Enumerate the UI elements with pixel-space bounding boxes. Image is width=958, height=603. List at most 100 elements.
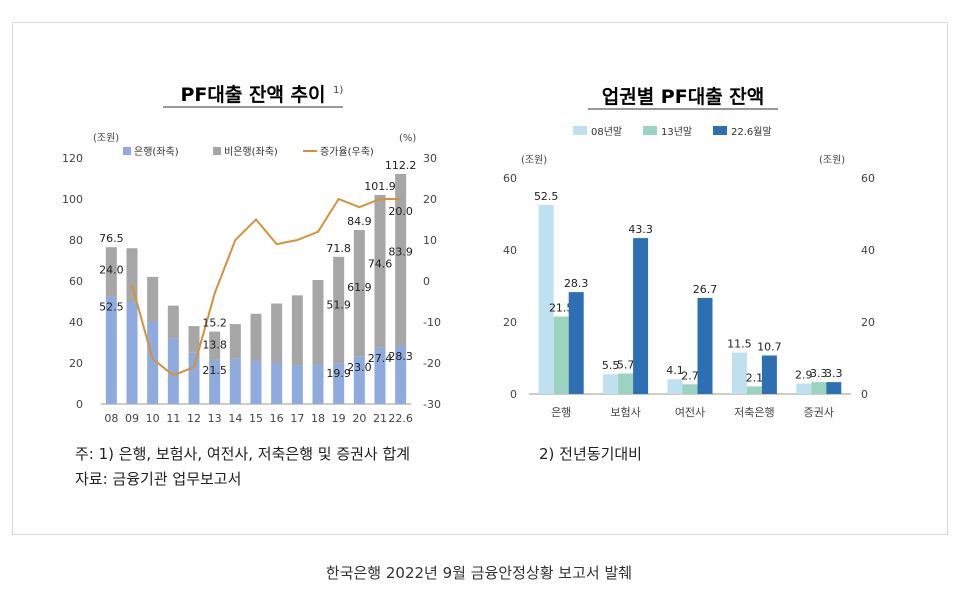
chart1-bar-bank — [250, 360, 262, 404]
chart2-bar — [618, 373, 634, 394]
chart1-bar-bank — [291, 365, 303, 404]
chart2-bar — [553, 316, 569, 394]
chart2-bar — [746, 386, 762, 394]
chart1-data-label: 21.5 — [202, 364, 227, 377]
chart2-data-label: 26.7 — [693, 283, 718, 296]
chart1-data-label: 76.5 — [99, 232, 124, 245]
chart1-y2tick: -10 — [423, 316, 441, 329]
chart2-y2tick: 60 — [861, 172, 875, 185]
chart1-data-label: 74.6 — [368, 258, 393, 271]
chart1-bar-bank — [312, 364, 324, 404]
chart1-bar-nonbank — [167, 305, 179, 339]
chart1-ytick: 100 — [62, 193, 83, 206]
chart1-note: 자료: 금융기관 업무보고서 — [75, 470, 241, 488]
chart2-title: 업권별 PF대출 잔액 — [602, 86, 765, 108]
chart1-data-label: 52.5 — [99, 300, 124, 313]
chart2-bar — [633, 238, 649, 394]
chart1-y2tick: 0 — [423, 275, 430, 288]
chart1-y2tick: -30 — [423, 398, 441, 411]
chart1-xtick: 11 — [166, 412, 180, 425]
chart2-data-label: 28.3 — [564, 277, 589, 290]
chart2-xtick: 보험사 — [610, 406, 640, 419]
chart2-bar — [697, 297, 713, 394]
chart1-data-label: 83.9 — [388, 245, 413, 258]
chart1-bar-bank — [374, 347, 386, 404]
chart1-bar-nonbank — [353, 229, 365, 357]
chart1-legend-swatch-nonbank — [213, 147, 221, 155]
chart1-bar-bank — [167, 338, 179, 404]
chart1-legend-bank: 은행(좌축) — [134, 146, 179, 158]
chart1-data-label: 19.9 — [326, 367, 351, 380]
chart1-title: PF대출 잔액 추이 — [180, 84, 325, 106]
chart2-xtick: 여전사 — [675, 406, 705, 419]
chart1-bar-nonbank — [209, 331, 221, 360]
chart1-bar-nonbank — [188, 326, 200, 353]
chart2-bar — [811, 382, 827, 394]
chart1-bar-nonbank — [126, 248, 138, 302]
chart1-title-footnote: 1) — [333, 85, 343, 96]
chart1-bar-nonbank — [229, 324, 241, 359]
chart1-legend-nonbank: 비은행(좌축) — [224, 146, 278, 158]
figure-caption: 한국은행 2022년 9월 금융안정상황 보고서 발췌 — [325, 564, 633, 582]
chart1-bar-bank — [353, 356, 365, 404]
chart1-ytick: 0 — [76, 398, 83, 411]
chart2-y2tick: 0 — [861, 388, 868, 401]
chart1-xtick: 09 — [125, 412, 139, 425]
chart2-left-unit: (조원) — [521, 154, 547, 166]
chart2-bar — [538, 205, 554, 394]
chart1-bar-bank — [271, 363, 283, 404]
chart1-bar-nonbank — [147, 276, 159, 322]
chart2-legend-item: 13년말 — [661, 126, 692, 138]
chart1-line-growth — [131, 197, 401, 377]
chart2-bar — [568, 292, 584, 394]
chart1-bar-bank — [209, 359, 221, 404]
chart2-legend-item: 08년말 — [591, 126, 622, 138]
chart2-data-label: 2.1 — [746, 371, 764, 384]
chart2-bar — [826, 382, 842, 394]
chart2-data-label: 11.5 — [727, 338, 752, 351]
chart2-ytick: 0 — [510, 388, 517, 401]
chart2-note: 2) 전년동기대비 — [539, 445, 642, 463]
charts-svg: PF대출 잔액 추이 1)(조원) (%)020406080100120-30-20… — [62, 84, 875, 488]
chart1-data-label: 51.9 — [326, 299, 351, 312]
chart1-xtick: 17 — [290, 412, 304, 425]
chart1-data-label: 24.0 — [99, 263, 124, 276]
chart1-y2tick: 20 — [423, 193, 437, 206]
chart1-bar-nonbank — [395, 173, 407, 346]
chart1-xtick: 18 — [311, 412, 325, 425]
chart1-right-unit: (%) — [399, 133, 416, 144]
chart1-data-label: 23.0 — [347, 361, 372, 374]
chart1-bar-nonbank — [374, 194, 386, 348]
chart1-xtick: 15 — [249, 412, 263, 425]
chart1-ytick: 20 — [69, 357, 83, 370]
chart2-data-label: 3.3 — [825, 367, 843, 380]
chart1-data-label: 101.9 — [364, 180, 396, 193]
chart1-xtick: 08 — [104, 412, 118, 425]
chart1-bar-bank — [126, 301, 138, 404]
chart1-data-label: 27.4 — [368, 352, 393, 365]
chart2-legend-swatch — [643, 126, 657, 135]
chart1-bar-bank — [105, 296, 117, 404]
chart2-data-label: 10.7 — [757, 340, 782, 353]
chart1-bar-bank — [188, 352, 200, 404]
chart1-data-label: 112.2 — [385, 159, 417, 172]
chart2-data-label: 2.7 — [681, 369, 699, 382]
chart1-xtick: 21 — [373, 412, 387, 425]
chart2-legend-item: 22.6월말 — [731, 126, 772, 138]
chart1-y2tick: -20 — [423, 357, 441, 370]
chart1-bar-bank — [229, 358, 241, 404]
figure-frame: PF대출 잔액 추이 1) (조원) (%) 0 20 40 60 80 100 120 -30 -20… — [12, 22, 948, 535]
chart2-right-unit: (조원) — [819, 154, 845, 166]
chart1-data-label: 61.9 — [347, 281, 372, 294]
chart1-bar-bank — [395, 345, 407, 404]
chart1-data-label: 13.8 — [202, 338, 227, 351]
chart2-xtick: 증권사 — [804, 406, 834, 419]
chart1-xtick: 14 — [228, 412, 242, 425]
chart2-ytick: 40 — [503, 244, 517, 257]
chart1-data-label: 20.0 — [388, 205, 413, 218]
chart2-data-label: 3.3 — [810, 367, 828, 380]
chart2-data-label: 52.5 — [534, 190, 559, 203]
chart2-data-label: 2.9 — [795, 369, 813, 382]
chart2-y2tick: 40 — [861, 244, 875, 257]
chart2-bar — [603, 374, 619, 394]
